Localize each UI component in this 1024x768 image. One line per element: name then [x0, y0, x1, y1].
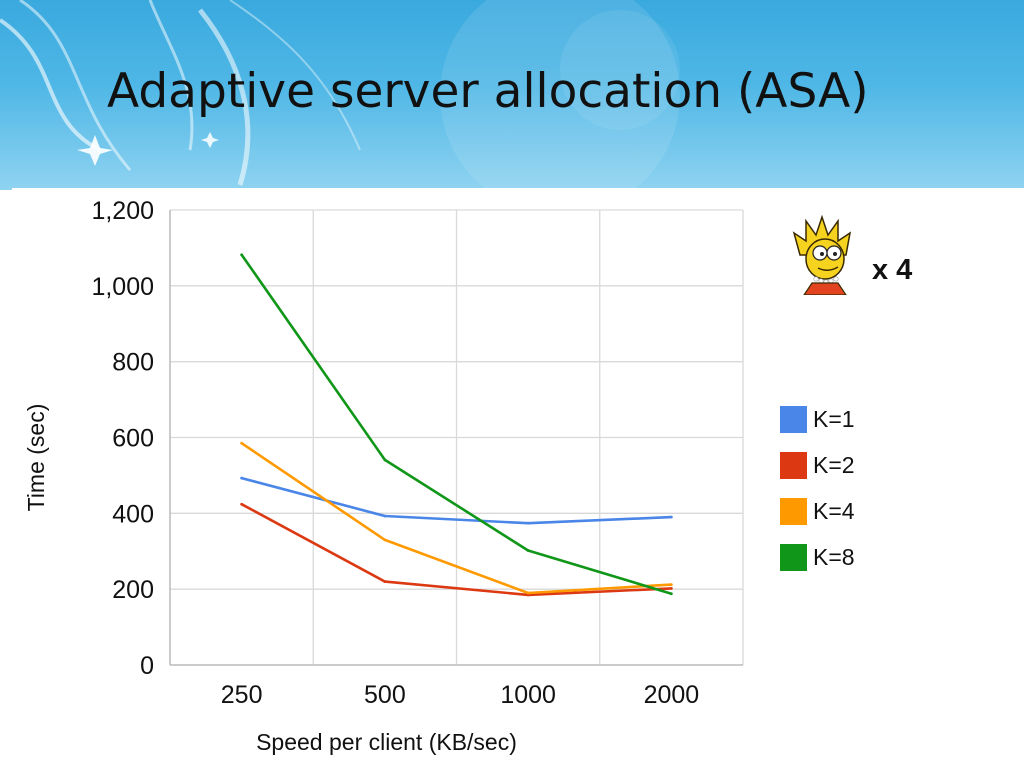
legend-swatch	[780, 497, 807, 525]
data-point	[240, 441, 244, 445]
y-tick-label: 400	[112, 500, 154, 528]
multiplier-label: x 4	[872, 254, 913, 286]
line-chart: 0 200 400 600 800 1,000 1,200 250 500 1000 2000 Spe…	[23, 197, 744, 755]
y-tick-label: 1,200	[91, 197, 154, 225]
data-point	[383, 458, 387, 462]
x-tick-label: 250	[221, 681, 263, 709]
title-banner: Adaptive server allocation (ASA)	[0, 0, 1024, 190]
y-axis-label: Time (sec)	[23, 404, 49, 512]
chart-axes	[169, 210, 743, 666]
data-point	[240, 502, 244, 506]
data-point	[669, 515, 673, 519]
chart-gridlines	[169, 209, 744, 666]
chart-series	[240, 253, 673, 597]
y-tick-label: 200	[112, 576, 154, 604]
data-point	[383, 580, 387, 583]
legend-swatch	[780, 405, 807, 433]
data-point	[526, 549, 530, 552]
data-point	[526, 521, 530, 525]
x-tick-label: 1000	[500, 681, 556, 709]
legend-swatch	[780, 451, 807, 479]
cartoon-girl-icon	[792, 215, 852, 295]
legend-swatch	[780, 543, 807, 571]
series-line-k1	[241, 476, 672, 525]
data-point	[526, 591, 530, 595]
data-point	[669, 583, 673, 587]
banner-decoration	[0, 0, 680, 190]
legend-item: K=2	[780, 442, 855, 488]
data-point	[383, 538, 387, 542]
x-tick-label: 500	[364, 681, 406, 709]
x-tick-label: 2000	[644, 681, 700, 709]
data-point	[240, 253, 244, 257]
data-point	[383, 514, 387, 518]
x-axis-label: Speed per client (KB/sec)	[256, 729, 517, 755]
content-panel	[12, 188, 1024, 768]
series-line-k2	[240, 503, 672, 597]
y-tick-label: 800	[112, 349, 154, 377]
chart-labels: 0 200 400 600 800 1,000 1,200 250 500 1000 2000 Spe…	[23, 197, 699, 755]
y-tick-label: 600	[112, 425, 154, 453]
legend-item: K=1	[780, 396, 855, 442]
y-tick-label: 0	[140, 652, 154, 680]
y-tick-label: 1,000	[91, 273, 154, 301]
data-point	[669, 592, 673, 596]
series-line-k8	[240, 253, 672, 595]
legend-item: K=4	[780, 488, 855, 534]
data-point	[669, 587, 673, 590]
legend-item: K=8	[780, 534, 855, 580]
series-line-k4	[240, 442, 672, 595]
slide-title: Adaptive server allocation (ASA)	[107, 64, 869, 119]
legend-label: K=8	[813, 543, 855, 570]
legend-label: K=1	[813, 405, 855, 432]
data-point	[240, 476, 244, 480]
chart-legend: K=1 K=2 K=4 K=8	[780, 396, 855, 580]
legend-label: K=4	[813, 497, 855, 524]
legend-label: K=2	[813, 451, 855, 478]
